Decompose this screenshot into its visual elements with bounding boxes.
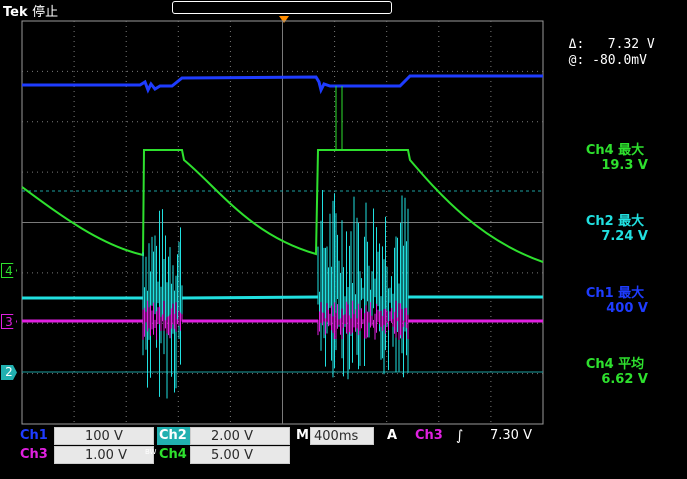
- ch1-label: Ch1: [20, 428, 48, 443]
- rising-edge-icon: ∫: [456, 428, 464, 444]
- timebase-value[interactable]: 400ms: [310, 427, 374, 445]
- acquisition-status: 停止: [32, 5, 59, 20]
- ch4-scale[interactable]: 5.00 V: [190, 446, 290, 464]
- ch1-trace: [22, 74, 543, 95]
- timebase-label: M: [296, 428, 309, 443]
- ch2-label: Ch2: [157, 427, 190, 445]
- measurement-ch2-max: Ch2 最大 7.24 V: [585, 214, 648, 244]
- measurement-ch4-max: Ch4 最大 19.3 V: [585, 143, 648, 173]
- status-bar: Ch1 100 V Ch2 2.00 V M 400ms A Ch3 ∫ 7.3…: [18, 425, 548, 465]
- ch3-burst: [142, 300, 183, 340]
- brand-logo: Tek: [3, 5, 28, 20]
- ch1-scale[interactable]: 100 V: [54, 427, 154, 445]
- trigger-mode: A: [387, 428, 398, 443]
- trigger-level: 7.30 V: [490, 428, 532, 443]
- ch3-burst: [317, 300, 409, 340]
- ch2-bursts: [142, 190, 409, 399]
- trigger-position-bar[interactable]: [172, 1, 392, 14]
- trigger-source: Ch3: [415, 428, 443, 443]
- ch2-trace: [22, 295, 543, 300]
- ch4-marker[interactable]: 4: [1, 263, 17, 278]
- ch3-bursts: [142, 300, 409, 340]
- ch4-label: Ch4: [159, 447, 187, 462]
- ch3-marker[interactable]: 3: [1, 314, 17, 329]
- cursor-delta-readout: Δ: 7.32 V: [568, 37, 655, 52]
- ch2-marker[interactable]: 2: [1, 365, 17, 380]
- cursor-at-readout: @: -80.0mV: [568, 53, 647, 68]
- measurement-ch1-max: Ch1 最大 400 V: [585, 286, 648, 316]
- ch3-label: Ch3: [20, 447, 48, 462]
- measurement-ch4-mean: Ch4 平均 6.62 V: [585, 357, 648, 387]
- graticule-grid: [22, 21, 543, 424]
- bandwidth-limit-icon: BW: [145, 448, 157, 456]
- ch4-trace: [21, 149, 544, 263]
- trigger-position-marker-icon[interactable]: [279, 16, 289, 23]
- scope-title: Tek 停止: [3, 1, 58, 20]
- ch3-scale[interactable]: 1.00 V: [54, 446, 154, 464]
- ch2-scale[interactable]: 2.00 V: [190, 427, 290, 445]
